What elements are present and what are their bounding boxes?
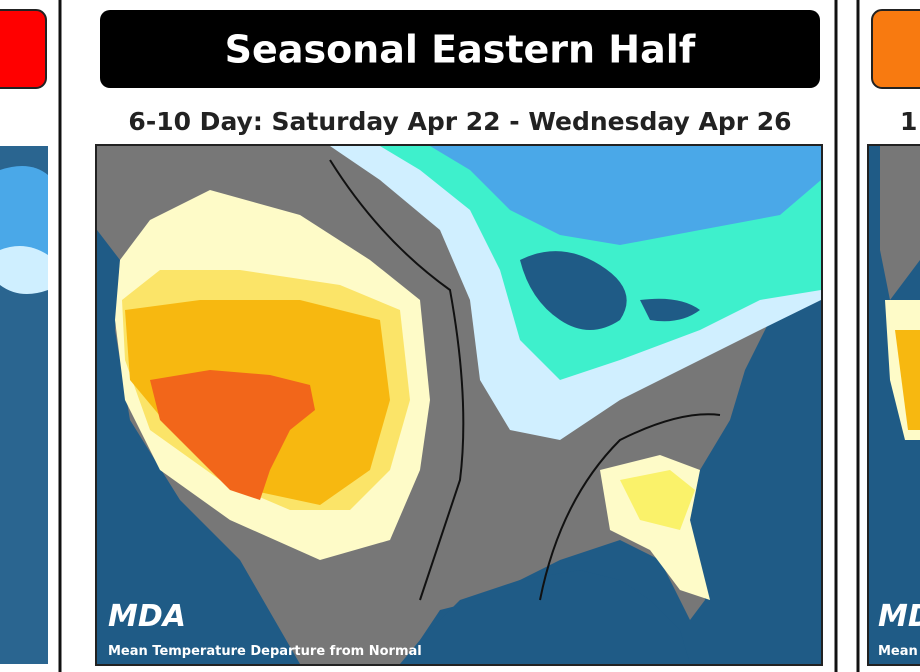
right-caption: Mean bbox=[878, 644, 918, 659]
right-panel: 1 MDA Mean bbox=[856, 0, 920, 672]
right-logo: MDA bbox=[878, 599, 920, 634]
left-title-bar bbox=[0, 9, 47, 89]
right-subtitle: 1 bbox=[900, 107, 917, 136]
title-bar bbox=[100, 10, 820, 88]
panel-subtitle: 6-10 Day: Saturday Apr 22 - Wednesday Ap… bbox=[128, 107, 791, 136]
right-title-bar bbox=[871, 9, 920, 89]
center-panel: Seasonal Eastern Half 6-10 Day: Saturday… bbox=[95, 10, 823, 666]
left-panel bbox=[0, 0, 62, 672]
panel-title: Seasonal Eastern Half bbox=[225, 28, 696, 72]
map-caption: Mean Temperature Departure from Normal bbox=[108, 644, 422, 659]
logo: MDA bbox=[108, 599, 186, 634]
map bbox=[97, 146, 821, 664]
